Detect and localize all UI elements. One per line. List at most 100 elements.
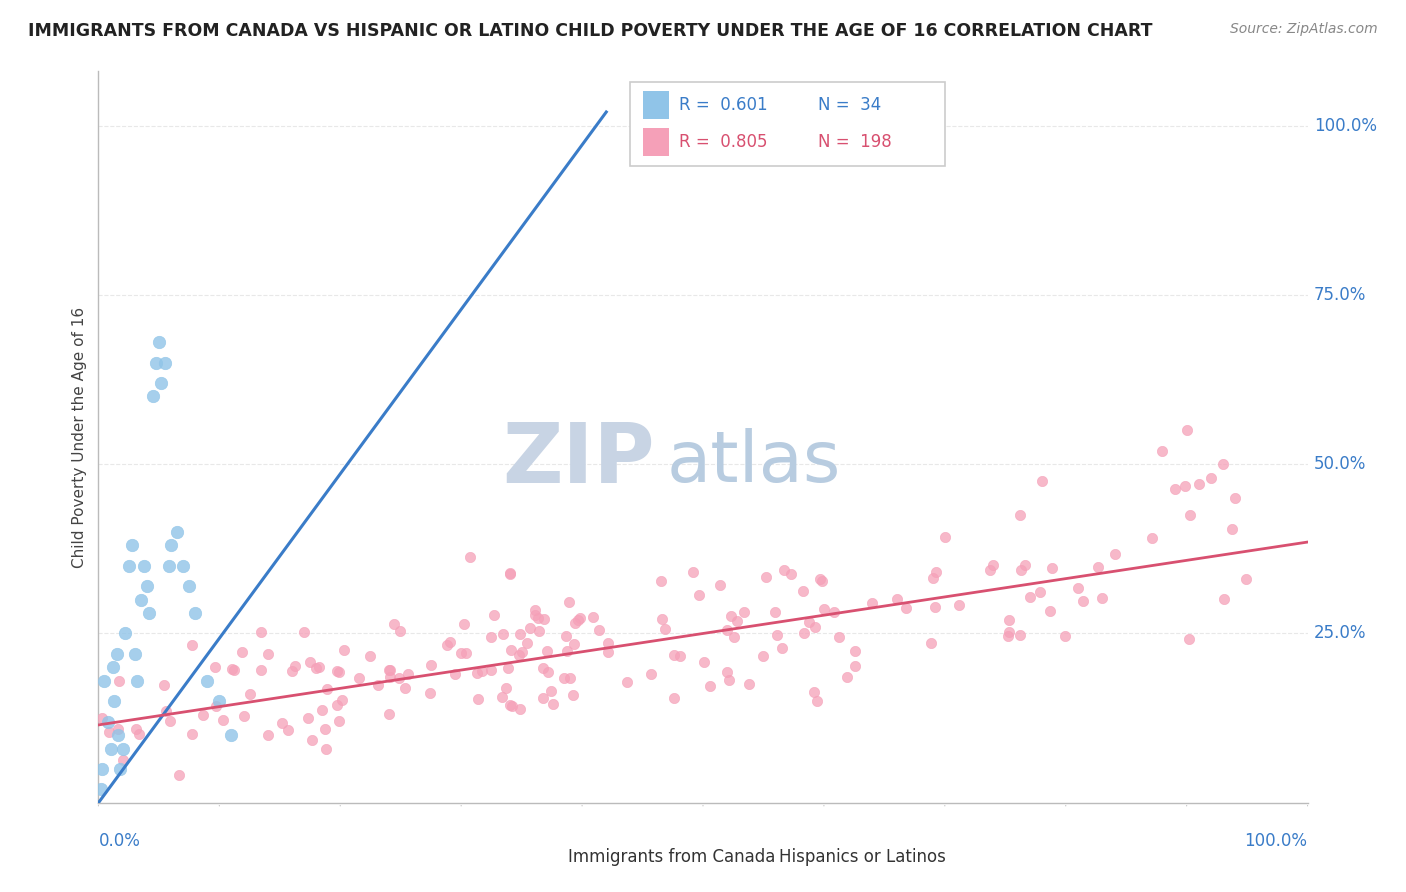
Point [479, 630, 502, 644]
Point [543, 698, 565, 712]
Point [250, 624, 273, 639]
Point [948, 599, 970, 613]
Point [305, 661, 328, 675]
Point [436, 638, 458, 652]
Point [564, 615, 586, 630]
Point [540, 683, 562, 698]
Point [770, 640, 793, 655]
Point [479, 664, 502, 678]
Point [997, 629, 1019, 643]
Point [588, 623, 610, 637]
Point [491, 690, 513, 705]
Point [1188, 477, 1211, 491]
Point [499, 698, 522, 713]
Point [389, 624, 412, 638]
Point [127, 673, 149, 688]
Point [921, 571, 943, 585]
Point [998, 624, 1021, 639]
Point [328, 665, 350, 679]
Point [1010, 563, 1032, 577]
Point [326, 664, 349, 678]
Point [558, 595, 581, 609]
Point [155, 705, 177, 719]
Point [1014, 558, 1036, 573]
Point [844, 644, 866, 658]
Point [111, 741, 134, 756]
Point [738, 677, 761, 691]
Point [93, 673, 115, 688]
Text: R =  0.805: R = 0.805 [679, 133, 768, 152]
Text: Immigrants from Canada: Immigrants from Canada [568, 848, 775, 866]
Point [297, 711, 319, 725]
Point [114, 626, 136, 640]
Point [134, 558, 156, 573]
Point [562, 688, 585, 702]
Point [157, 558, 180, 573]
Text: IMMIGRANTS FROM CANADA VS HISPANIC OR LATINO CHILD POVERTY UNDER THE AGE OF 16 C: IMMIGRANTS FROM CANADA VS HISPANIC OR LA… [28, 22, 1153, 40]
Point [91, 710, 114, 724]
Point [315, 742, 337, 756]
Point [616, 675, 638, 690]
Point [1178, 632, 1201, 647]
Point [720, 608, 742, 623]
Point [699, 679, 721, 693]
Point [330, 693, 353, 707]
Point [1212, 457, 1234, 471]
Point [894, 601, 917, 615]
Point [1152, 443, 1174, 458]
Text: 75.0%: 75.0% [1313, 285, 1367, 304]
Y-axis label: Child Poverty Under the Age of 16: Child Poverty Under the Age of 16 [72, 307, 87, 567]
Point [792, 583, 814, 598]
Point [925, 565, 948, 579]
Point [231, 645, 253, 659]
Point [453, 617, 475, 632]
Point [129, 592, 152, 607]
Point [581, 610, 603, 624]
Point [125, 722, 148, 736]
Point [508, 648, 530, 662]
Point [813, 602, 835, 616]
Point [797, 615, 820, 630]
Point [142, 389, 165, 403]
Point [516, 636, 538, 650]
Point [181, 727, 204, 741]
FancyBboxPatch shape [745, 849, 769, 865]
Point [308, 660, 330, 674]
Point [725, 615, 748, 629]
Point [598, 645, 620, 659]
Text: ZIP: ZIP [502, 418, 655, 500]
Point [716, 665, 738, 679]
Point [138, 606, 160, 620]
Point [250, 663, 273, 677]
Point [180, 638, 202, 652]
Point [553, 671, 575, 685]
Point [524, 607, 547, 622]
Point [204, 660, 226, 674]
Point [1199, 471, 1222, 485]
Text: N =  34: N = 34 [818, 96, 882, 114]
Point [208, 694, 231, 708]
Point [471, 664, 494, 678]
Point [1073, 593, 1095, 607]
Point [1220, 522, 1243, 536]
Point [160, 538, 183, 552]
Point [224, 663, 246, 677]
Point [765, 628, 787, 642]
Point [108, 762, 131, 776]
Point [804, 620, 827, 634]
Point [467, 692, 489, 706]
Point [537, 665, 560, 679]
Point [107, 728, 129, 742]
Point [378, 663, 401, 677]
Point [135, 579, 157, 593]
Text: 0.0%: 0.0% [98, 832, 141, 850]
Point [153, 678, 176, 692]
Point [91, 762, 114, 776]
Point [1175, 423, 1198, 437]
Text: R =  0.601: R = 0.601 [679, 96, 768, 114]
Point [205, 698, 228, 713]
Point [763, 605, 786, 619]
Point [1178, 508, 1201, 523]
Point [420, 658, 443, 673]
Point [1223, 491, 1246, 505]
